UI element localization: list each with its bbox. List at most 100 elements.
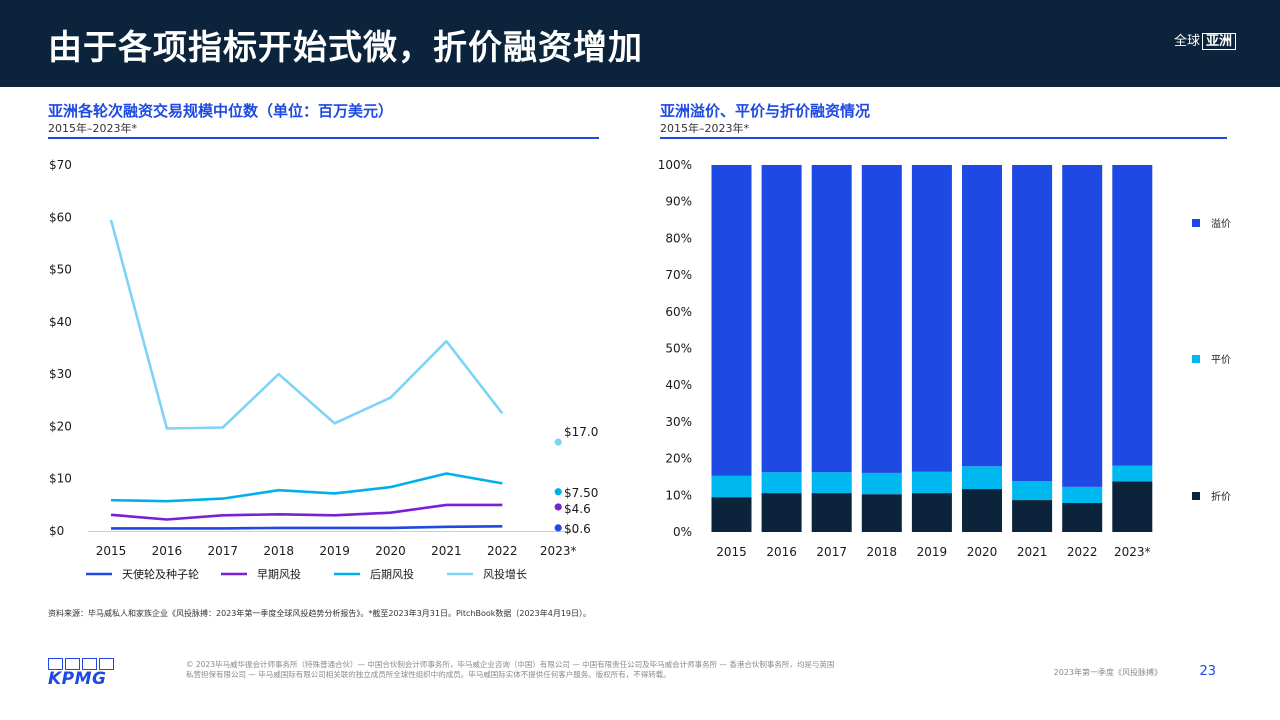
right-chart-subtitle: 2015年–2023年* bbox=[660, 122, 749, 135]
series-2023-point bbox=[554, 503, 562, 511]
header-bar: 由于各项指标开始式微，折价融资增加 全球 亚洲 bbox=[0, 0, 1280, 87]
y-tick-label: $20 bbox=[49, 419, 72, 433]
legend-label: 天使轮及种子轮 bbox=[122, 567, 199, 581]
series-line bbox=[111, 525, 503, 530]
region-tag: 全球 亚洲 bbox=[1173, 30, 1236, 50]
bar-segment bbox=[911, 165, 952, 472]
legal-line-2: 私营担保有限公司 — 毕马威国际有限公司相关联的独立成员所全球性组织中的成员。毕… bbox=[186, 670, 671, 679]
x-tick-label: 2023* bbox=[540, 544, 577, 558]
bar-segment bbox=[811, 493, 852, 532]
y-tick-label: 70% bbox=[665, 268, 692, 282]
series-line bbox=[110, 472, 503, 503]
series-2023-point bbox=[554, 488, 562, 496]
region-boxed: 亚洲 bbox=[1201, 33, 1236, 50]
y-tick-label: 30% bbox=[665, 415, 692, 429]
data-label: $7.50 bbox=[564, 486, 598, 500]
bar-segment bbox=[761, 472, 802, 494]
x-tick-label: 2022 bbox=[487, 544, 518, 558]
legend-swatch bbox=[1192, 355, 1200, 363]
right-chart-rule bbox=[660, 137, 1227, 139]
kpmg-logo-text: KPMG bbox=[48, 669, 107, 689]
y-tick-label: $50 bbox=[49, 263, 72, 277]
y-tick-label: 50% bbox=[665, 342, 692, 356]
legend-label: 溢价 bbox=[1211, 217, 1231, 230]
legend-swatch bbox=[1192, 219, 1200, 227]
x-tick-label: 2016 bbox=[152, 544, 183, 558]
x-tick-label: 2016 bbox=[766, 545, 797, 559]
y-tick-label: 100% bbox=[658, 158, 692, 172]
report-name: 2023年第一季度《风投脉搏》 bbox=[1053, 668, 1162, 677]
legend-label: 早期风投 bbox=[257, 567, 301, 581]
x-tick-label: 2015 bbox=[96, 544, 127, 558]
bar-segment bbox=[1012, 480, 1053, 501]
source-note: 资料来源：毕马威私人和家族企业《风投脉搏：2023年第一季度全球风投趋势分析报告… bbox=[48, 609, 591, 618]
data-label: $0.6 bbox=[564, 522, 591, 536]
bar-segment bbox=[1062, 503, 1103, 532]
x-tick-label: 2018 bbox=[263, 544, 294, 558]
bar-segment bbox=[1012, 500, 1053, 532]
x-tick-label: 2015 bbox=[716, 545, 747, 559]
bar-segment bbox=[811, 165, 852, 473]
kpmg-logo-boxes bbox=[48, 658, 114, 670]
bar-segment bbox=[962, 489, 1002, 532]
bar-segment bbox=[761, 165, 802, 473]
bar-segment bbox=[711, 497, 752, 532]
x-tick-label: 2019 bbox=[319, 544, 350, 558]
bar-segment bbox=[1112, 481, 1153, 532]
bar-segment bbox=[711, 165, 752, 476]
x-tick-label: 2020 bbox=[967, 545, 998, 559]
y-tick-label: 60% bbox=[665, 305, 692, 319]
left-chart-title: 亚洲各轮次融资交易规模中位数（单位：百万美元） bbox=[48, 102, 394, 120]
bar-segment bbox=[861, 494, 902, 532]
legend-swatch bbox=[1192, 492, 1200, 500]
data-label: $4.6 bbox=[564, 502, 591, 516]
legal-notice: © 2023毕马威华振会计师事务所（特殊普通合伙）— 中国合伙制会计师事务所，毕… bbox=[186, 660, 866, 680]
y-tick-label: 10% bbox=[665, 488, 692, 502]
bar-segment bbox=[711, 475, 752, 498]
left-chart-rule bbox=[48, 137, 599, 139]
x-tick-label: 2017 bbox=[208, 544, 239, 558]
y-tick-label: $0 bbox=[49, 524, 64, 538]
bar-segment bbox=[861, 165, 902, 473]
y-tick-label: 80% bbox=[665, 231, 692, 245]
right-chart-title: 亚洲溢价、平价与折价融资情况 bbox=[660, 102, 871, 120]
x-tick-label: 2022 bbox=[1067, 545, 1098, 559]
x-tick-label: 2019 bbox=[917, 545, 948, 559]
left-chart-subtitle: 2015年–2023年* bbox=[48, 122, 137, 135]
legend-label: 平价 bbox=[1211, 354, 1231, 366]
x-tick-label: 2020 bbox=[375, 544, 406, 558]
y-tick-label: $40 bbox=[49, 315, 72, 329]
bar-segment bbox=[1012, 165, 1053, 481]
series-2023-point bbox=[554, 438, 562, 446]
series-line bbox=[109, 219, 504, 430]
page-number: 23 bbox=[1199, 664, 1216, 679]
legal-line-1: © 2023毕马威华振会计师事务所（特殊普通合伙）— 中国合伙制会计师事务所，毕… bbox=[186, 660, 835, 669]
bar-segment bbox=[761, 493, 802, 532]
y-tick-label: $30 bbox=[49, 367, 72, 381]
region-prefix: 全球 bbox=[1173, 34, 1200, 49]
bar-segment bbox=[1112, 165, 1153, 466]
bar-segment bbox=[911, 471, 952, 494]
y-tick-label: 20% bbox=[665, 452, 692, 466]
bar-segment bbox=[1112, 465, 1153, 482]
page-title: 由于各项指标开始式微，折价融资增加 bbox=[48, 28, 643, 68]
bar-segment bbox=[1062, 486, 1103, 504]
y-tick-label: 40% bbox=[665, 378, 692, 392]
legend-label: 后期风投 bbox=[370, 567, 414, 581]
y-tick-label: 90% bbox=[665, 195, 692, 209]
x-tick-label: 2017 bbox=[816, 545, 847, 559]
bar-segment bbox=[1062, 165, 1103, 487]
series-line bbox=[110, 503, 503, 521]
stacked-bar-chart: 0% 10% 20% 30% 40% 50% 60% 70% 80% 90% 100% 2015 201… bbox=[658, 158, 1231, 559]
data-label: $17.0 bbox=[564, 425, 598, 439]
bar-segment bbox=[861, 472, 902, 495]
y-tick-label: 0% bbox=[673, 525, 692, 539]
x-tick-label: 2023* bbox=[1114, 545, 1151, 559]
y-tick-label: $10 bbox=[49, 472, 72, 486]
bar-segment bbox=[911, 493, 952, 532]
bar-segment bbox=[962, 466, 1002, 490]
legend-label: 风投增长 bbox=[483, 567, 527, 581]
legend-label: 折价 bbox=[1211, 490, 1231, 503]
bar-segment bbox=[962, 165, 1002, 467]
y-tick-label: $70 bbox=[49, 158, 72, 172]
